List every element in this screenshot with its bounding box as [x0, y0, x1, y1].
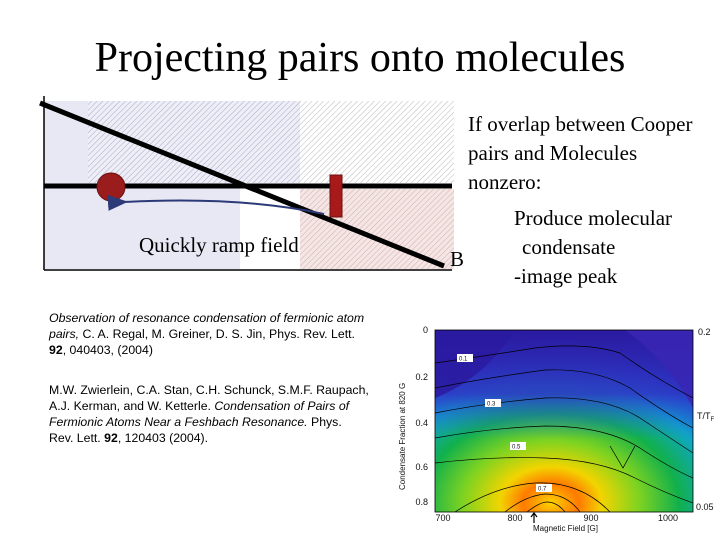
final-field-marker [329, 174, 343, 218]
contour-label-1: 0.1 [459, 357, 468, 363]
reference-1: Observation of resonance condensation of… [49, 310, 369, 358]
produce-line-1: Produce molecular [514, 206, 673, 230]
x-tick-800: 800 [507, 513, 522, 523]
ref2-volume: 92 [104, 431, 118, 445]
ref1-rest: , 040403, (2004) [62, 343, 153, 357]
ref1-title: Observation of resonance condensation of… [49, 311, 365, 341]
region-right-hatched [300, 101, 454, 183]
b-axis-label: B [450, 247, 465, 271]
heatmap-contours [435, 345, 693, 512]
slide-title: Projecting pairs onto molecules [94, 35, 626, 81]
produce-text: Produce molecular condensate -image peak [514, 204, 714, 291]
y-tick-3: 0.6 [415, 462, 428, 472]
heatmap-frame [434, 329, 694, 513]
ramp-label: Quickly ramp field [139, 233, 299, 257]
references: Observation of resonance condensation of… [49, 310, 369, 446]
right-tick-top: 0.2 [698, 327, 711, 337]
contour-label-2: 0.3 [487, 402, 496, 408]
heatmap-y-label: Condensate Fraction at 820 G [398, 383, 407, 490]
produce-line-3: -image peak [514, 264, 618, 288]
ramp-arrow [107, 194, 325, 215]
heatmap-x-label: Magnetic Field [G] [533, 524, 598, 533]
ref2-rest: , 120403 (2004). [117, 431, 209, 445]
contour-label-3: 0.5 [512, 445, 521, 451]
ref2-title: Condensation of Pairs of Fermionic Atoms… [49, 399, 350, 429]
y-tick-1: 0.2 [415, 372, 428, 382]
molecule-energy-line [39, 100, 445, 269]
condensate-heatmap: 0.1 0.3 0.5 0.7 0 0.2 0.4 0.6 0.8 Conden… [395, 318, 720, 540]
region-upper-hatched [88, 101, 300, 183]
x-tick-700: 700 [435, 513, 450, 523]
ref2-journal: Phys. Rev. Lett. [49, 415, 342, 445]
reference-2: M.W. Zwierlein, C.A. Stan, C.H. Schunck,… [49, 382, 369, 446]
x-tick-900: 900 [583, 513, 598, 523]
initial-state-dot [96, 172, 126, 202]
ref2-authors: M.W. Zwierlein, C.A. Stan, C.H. Schunck,… [49, 383, 369, 413]
region-right-lower [300, 189, 454, 269]
overlap-text: If overlap between Cooper pairs and Mole… [468, 112, 693, 194]
x-tick-1000: 1000 [658, 513, 678, 523]
field-arrow-icon [530, 512, 538, 523]
y-tick-0: 0 [423, 325, 428, 335]
right-tick-bottom: 0.05 [696, 502, 714, 512]
heatmap-right-label: T/TF [697, 411, 715, 423]
produce-line-2: condensate [522, 235, 616, 259]
ref1-authors: C. A. Regal, M. Greiner, D. S. Jin, Phys… [79, 327, 355, 341]
ref1-volume: 92 [49, 343, 63, 357]
y-tick-2: 0.4 [415, 418, 428, 428]
y-tick-4: 0.8 [415, 497, 428, 507]
heatmap-svg: 0.1 0.3 0.5 0.7 0 0.2 0.4 0.6 0.8 Conden… [398, 325, 715, 533]
contour-label-4: 0.7 [538, 487, 547, 493]
heatmap-dark-region [435, 330, 515, 398]
